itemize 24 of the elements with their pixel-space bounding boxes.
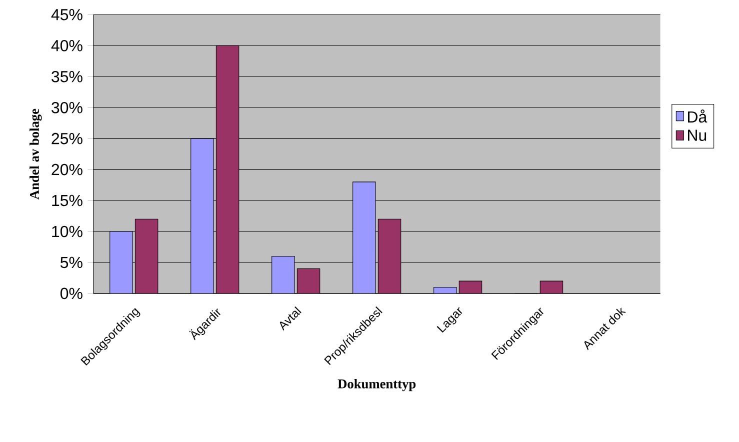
y-tick-label: 40% [51,40,82,52]
bar [272,256,295,294]
legend-label: Nu [688,130,706,142]
bar [216,46,240,294]
bar [540,281,564,294]
y-tick-label: 45% [51,9,82,21]
y-tick-label: 5% [60,257,82,268]
bar [378,219,402,294]
y-axis-title: Andel av bolage [30,109,42,200]
x-axis-title: Dokumenttyp [338,379,416,392]
legend-label: Då [688,110,708,123]
bar [296,268,320,294]
y-tick-label: 0% [60,288,82,300]
y-tick-label: 10% [52,226,82,238]
y-tick-label: 35% [52,71,82,83]
bar [134,219,158,294]
bar [459,281,482,294]
y-tick-label: 20% [52,164,82,176]
bar [110,231,133,294]
bar [352,182,376,294]
y-tick-label: 25% [52,133,82,144]
bar [190,138,214,294]
y-tick-label: 15% [52,195,82,206]
y-tick-label: 30% [52,102,82,114]
